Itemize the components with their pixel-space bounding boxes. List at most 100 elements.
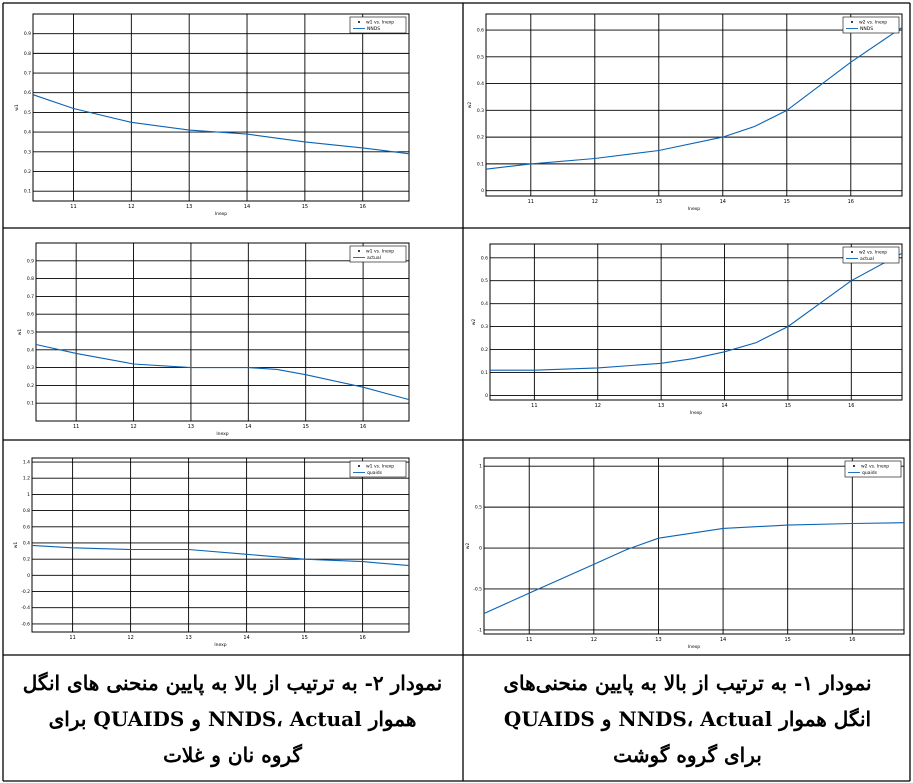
legend-entry-curve: actual bbox=[367, 255, 381, 261]
x-tick-label: 16 bbox=[848, 199, 854, 205]
y-tick-label: 0.4 bbox=[23, 540, 30, 546]
caption-right-line-2: انگل هموار NNDS، Actual و QUAIDS bbox=[503, 707, 872, 731]
x-tick-label: 14 bbox=[721, 403, 727, 409]
legend-box bbox=[842, 246, 900, 264]
legend-box bbox=[349, 16, 407, 34]
x-tick-label: 12 bbox=[127, 635, 133, 641]
y-tick-label: 1.4 bbox=[23, 460, 30, 466]
y-tick-label: 0.9 bbox=[27, 258, 34, 264]
x-tick-label: 13 bbox=[188, 424, 194, 430]
y-tick-label: 1.2 bbox=[23, 476, 30, 482]
caption-left: نمودار ۲- به ترتیب از بالا به پایین منحن… bbox=[4, 657, 461, 781]
y-tick-label: 1 bbox=[479, 464, 482, 470]
y-tick-label: 0.4 bbox=[27, 347, 34, 353]
legend-entry-points: w2 vs. lnexp bbox=[859, 20, 887, 26]
x-tick-label: 14 bbox=[720, 637, 726, 643]
x-tick-label: 11 bbox=[531, 403, 537, 409]
x-tick-label: 11 bbox=[70, 204, 76, 210]
x-tick-label: 14 bbox=[244, 204, 250, 210]
series-line-actual bbox=[35, 343, 410, 401]
legend-entry-curve: quaids bbox=[862, 470, 878, 476]
y-tick-label: 0.6 bbox=[27, 312, 34, 318]
y-tick-label: 0.1 bbox=[481, 370, 488, 376]
x-tick-label: 13 bbox=[655, 637, 661, 643]
y-tick-label: 0.4 bbox=[477, 81, 484, 87]
y-tick-label: 0.5 bbox=[475, 505, 482, 511]
series-line-quaids bbox=[31, 544, 410, 567]
y-tick-label: 0.1 bbox=[27, 401, 34, 407]
legend-entry-points: w1 vs. lnexp bbox=[366, 464, 394, 470]
caption-right-line-3: برای گروه گوشت bbox=[613, 743, 762, 767]
y-tick-label: 0.3 bbox=[477, 108, 484, 114]
legend-marker-dot bbox=[853, 465, 855, 467]
legend-marker-dot bbox=[851, 251, 853, 253]
y-tick-label: 0.6 bbox=[481, 255, 488, 261]
y-tick-label: 0.8 bbox=[24, 51, 31, 57]
y-tick-label: 0 bbox=[481, 188, 484, 194]
x-tick-label: 11 bbox=[526, 637, 532, 643]
x-axis-label: lnexp bbox=[216, 431, 228, 437]
legend-entry-curve: NNDS bbox=[367, 26, 380, 32]
y-tick-label: 0.4 bbox=[24, 130, 31, 136]
x-tick-label: 15 bbox=[785, 403, 791, 409]
x-tick-label: 13 bbox=[186, 204, 192, 210]
y-tick-label: 1 bbox=[27, 492, 30, 498]
y-tick-label: 0.8 bbox=[27, 276, 34, 282]
legend-marker-dot bbox=[358, 250, 360, 252]
series-line-quaids bbox=[483, 522, 905, 615]
caption-left-line-3: گروه نان و غلات bbox=[163, 743, 302, 767]
y-tick-label: -0.5 bbox=[473, 586, 482, 592]
y-tick-label: 0.5 bbox=[477, 54, 484, 60]
x-tick-label: 12 bbox=[592, 199, 598, 205]
legend-box bbox=[349, 245, 407, 263]
y-tick-label: 0.3 bbox=[24, 149, 31, 155]
caption-right: نمودار ۱- به ترتیب از بالا به پایین منحن… bbox=[465, 657, 910, 781]
x-axis-label: lnexp bbox=[690, 410, 702, 416]
plot-area bbox=[483, 457, 905, 635]
x-tick-label: 14 bbox=[720, 199, 726, 205]
x-tick-label: 16 bbox=[849, 637, 855, 643]
y-tick-label: 0.5 bbox=[24, 110, 31, 116]
y-tick-label: 0.6 bbox=[477, 28, 484, 34]
y-tick-label: 0.8 bbox=[23, 508, 30, 514]
y-tick-label: 0.1 bbox=[477, 161, 484, 167]
y-tick-label: 0.6 bbox=[24, 90, 31, 96]
plot-area bbox=[489, 243, 903, 401]
x-tick-label: 15 bbox=[301, 635, 307, 641]
y-tick-label: 0.7 bbox=[24, 71, 31, 77]
x-tick-label: 15 bbox=[302, 204, 308, 210]
x-tick-label: 16 bbox=[848, 403, 854, 409]
legend-entry-curve: NNDS bbox=[860, 26, 873, 32]
legend-box bbox=[842, 16, 900, 34]
x-axis-label: lnexp bbox=[215, 211, 227, 217]
legend-box bbox=[349, 460, 407, 478]
y-tick-label: 0.7 bbox=[27, 294, 34, 300]
x-tick-label: 16 bbox=[360, 204, 366, 210]
y-tick-label: -0.6 bbox=[21, 621, 30, 627]
y-tick-label: 0 bbox=[27, 573, 30, 579]
x-axis-label: lnexp bbox=[688, 206, 700, 212]
legend-entry-points: w2 vs. lnexp bbox=[861, 464, 889, 470]
x-tick-label: 13 bbox=[656, 199, 662, 205]
x-tick-label: 15 bbox=[784, 199, 790, 205]
y-axis-label: w1 bbox=[17, 329, 23, 336]
caption-left-line-1: نمودار ۲- به ترتیب از بالا به پایین منحن… bbox=[22, 671, 443, 695]
y-tick-label: -1 bbox=[478, 627, 483, 633]
x-tick-label: 15 bbox=[785, 637, 791, 643]
plot-area bbox=[32, 13, 410, 202]
y-tick-label: 0.1 bbox=[24, 189, 31, 195]
x-tick-label: 13 bbox=[185, 635, 191, 641]
y-tick-label: 0.2 bbox=[481, 347, 488, 353]
y-tick-label: 0.3 bbox=[481, 324, 488, 330]
series-line-actual bbox=[490, 252, 903, 371]
x-tick-label: 14 bbox=[243, 635, 249, 641]
y-tick-label: 0.3 bbox=[27, 365, 34, 371]
y-axis-label: w2 bbox=[467, 102, 473, 109]
